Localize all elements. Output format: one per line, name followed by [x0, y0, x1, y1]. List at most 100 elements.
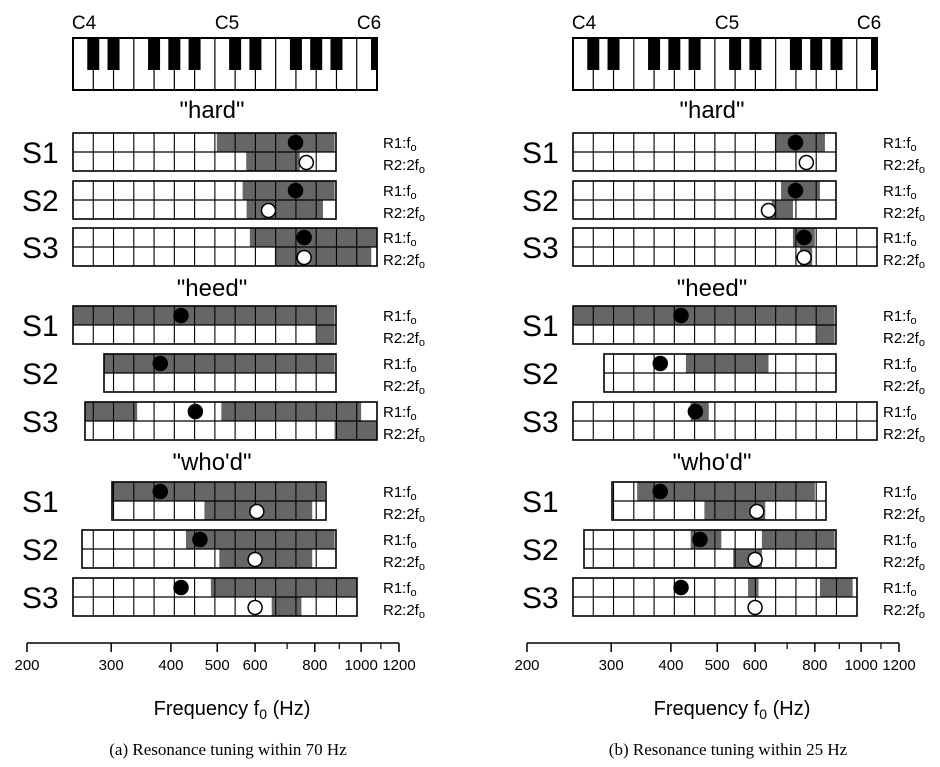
singer-label: S2 [522, 534, 559, 567]
black-key [289, 38, 302, 70]
x-tick-label: 200 [14, 657, 39, 674]
r1-label-text: R1:f [383, 532, 411, 549]
black-key [107, 38, 120, 70]
piano-label-c6: C6 [857, 13, 881, 34]
r1-label-text: R1:f [883, 532, 911, 549]
x-axis-label-text: Frequency f [154, 698, 260, 720]
r1-tuning-band [748, 578, 759, 597]
r1-label-text: R1:f [883, 580, 911, 597]
r1-label-text: R1:f [883, 135, 911, 152]
r1-label-sub: o [911, 315, 917, 327]
r1-label: R1:fo [883, 404, 917, 423]
r2-label-text: R2:2f [383, 330, 420, 347]
r2-label: R2:2fo [883, 252, 925, 271]
r1-label: R1:fo [383, 308, 417, 327]
r1-filled-marker [187, 403, 204, 420]
r2-label-sub: o [419, 433, 425, 445]
r2-label: R2:2fo [383, 426, 425, 445]
r1-label-sub: o [411, 587, 417, 599]
r2-open-marker [296, 249, 312, 266]
r2-tuning-band [246, 200, 323, 219]
r2-label: R2:2fo [383, 330, 425, 349]
r2-open-marker [247, 551, 263, 568]
x-axis-label-text: Frequency f [654, 698, 760, 720]
r1-label-sub: o [911, 142, 917, 154]
r1-tuning-band [112, 482, 325, 501]
r1-filled-marker [796, 229, 812, 246]
singer-label: S2 [22, 358, 59, 391]
r1-label-sub: o [411, 363, 417, 375]
r1-label-text: R1:f [383, 135, 411, 152]
black-key [607, 38, 620, 70]
singer-label: S3 [522, 406, 559, 439]
x-tick-label: 400 [658, 657, 683, 674]
r1-filled-marker [152, 483, 169, 500]
r2-label-sub: o [419, 259, 425, 271]
r2-open-marker [796, 249, 812, 266]
r2-label-text: R2:2f [883, 506, 920, 523]
r1-label-sub: o [411, 491, 417, 503]
r1-label: R1:fo [883, 580, 917, 599]
r1-tuning-band [637, 482, 815, 501]
r2-label-text: R2:2f [883, 554, 920, 571]
r2-tuning-band [219, 549, 313, 568]
black-key [249, 38, 262, 70]
x-axis-label-sub: 0 [759, 706, 767, 722]
singer-label: S1 [522, 486, 559, 519]
r1-label-text: R1:f [883, 356, 911, 373]
r1-filled-marker [787, 134, 804, 151]
r2-label-sub: o [419, 337, 425, 349]
piano-label-c5: C5 [715, 13, 739, 34]
r2-tuning-band [271, 597, 302, 616]
r1-tuning-band [249, 228, 377, 247]
r2-label-sub: o [919, 513, 925, 525]
r2-label-sub: o [419, 212, 425, 224]
x-axis-label: Frequency f0 (Hz) [654, 698, 811, 722]
singer-label: S1 [22, 137, 59, 170]
r1-label-sub: o [911, 539, 917, 551]
black-key [810, 38, 823, 70]
r2-label-sub: o [919, 433, 925, 445]
r2-open-marker [747, 551, 763, 568]
x-tick-label: 500 [205, 657, 230, 674]
r1-label-text: R1:f [383, 484, 411, 501]
x-axis: 200 300 400 500 600 800 1000 1200 Frequency f0 (… [514, 642, 916, 722]
r2-label-text: R2:2f [383, 205, 420, 222]
black-key [789, 38, 802, 70]
singer-label: S1 [522, 137, 559, 170]
r2-label-text: R2:2f [883, 157, 920, 174]
x-tick-label: 200 [514, 657, 539, 674]
r1-label: R1:fo [383, 356, 417, 375]
r1-label-text: R1:f [883, 484, 911, 501]
vowel-title: "who'd" [173, 449, 252, 476]
r2-label-sub: o [419, 385, 425, 397]
r2-open-marker [747, 599, 763, 616]
singer-label: S1 [22, 486, 59, 519]
panel-caption: (b) Resonance tuning within 25 Hz [609, 740, 848, 759]
singer-label: S2 [522, 358, 559, 391]
x-tick-label: 800 [802, 657, 827, 674]
r2-tuning-band [246, 152, 300, 171]
singer-label: S1 [22, 310, 59, 343]
x-tick-label: 1200 [882, 657, 915, 674]
r2-tuning-band [816, 325, 835, 344]
r1-filled-marker [173, 307, 189, 324]
x-tick-label: 500 [705, 657, 730, 674]
r1-tuning-band [221, 402, 362, 421]
r2-label: R2:2fo [883, 330, 925, 349]
x-tick-label: 300 [99, 657, 124, 674]
r2-label: R2:2fo [383, 252, 425, 271]
panel-caption: (a) Resonance tuning within 70 Hz [109, 740, 347, 759]
r2-label: R2:2fo [383, 554, 425, 573]
r1-filled-marker [287, 134, 304, 151]
r2-label: R2:2fo [383, 506, 425, 525]
r2-label-text: R2:2f [883, 252, 920, 269]
